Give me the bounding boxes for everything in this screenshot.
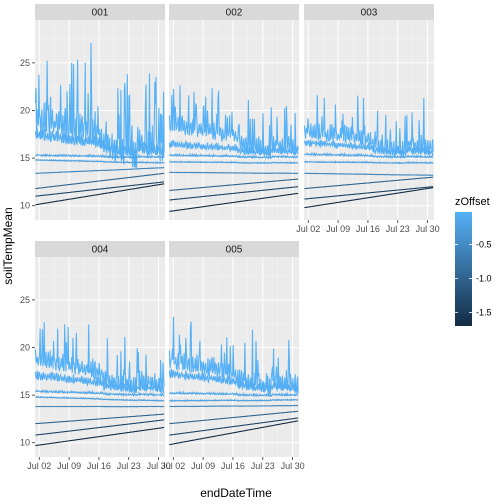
series-line — [35, 152, 165, 160]
series-line — [169, 178, 299, 192]
x-tick-label: Jul 23 — [251, 461, 275, 471]
color-legend: zOffset -0.5 -1.0 -1.5 — [455, 196, 492, 326]
x-tick-label: Jul 02 — [296, 224, 320, 234]
series-line — [35, 183, 165, 206]
series-line — [304, 186, 434, 200]
facet-strip-label: 003 — [361, 8, 378, 19]
y-tick-label: 25 — [20, 295, 30, 305]
legend-tick-label: -0.5 — [476, 240, 492, 250]
series-line — [169, 390, 299, 398]
series-line — [169, 192, 299, 212]
facet-panel-005: 005 Jul 02 Jul 09 Jul 16 Jul 23 Jul 30 — [161, 241, 305, 471]
y-axis-title: soilTempMean — [1, 207, 15, 284]
series-line — [35, 395, 165, 402]
y-tick-label: 10 — [20, 438, 30, 448]
facet-panel-001: 001 10 15 20 25 — [20, 4, 165, 220]
x-tick-label: Jul 16 — [87, 461, 111, 471]
series-line — [169, 152, 299, 160]
x-tick-label: Jul 09 — [326, 224, 350, 234]
series-line — [35, 166, 165, 174]
x-axis-title: endDateTime — [200, 486, 272, 500]
facet-strip — [304, 4, 434, 20]
x-tick-label: Jul 02 — [27, 461, 51, 471]
x-tick-label: Jul 16 — [356, 224, 380, 234]
series-line — [169, 420, 299, 446]
series-line — [169, 186, 299, 201]
x-tick-label: Jul 23 — [117, 461, 141, 471]
series-line — [35, 413, 165, 425]
x-tick-label: Jul 30 — [416, 224, 440, 234]
series-line — [303, 139, 434, 157]
series-line — [169, 160, 299, 165]
series-line — [304, 160, 434, 165]
x-tick-label: Jul 16 — [221, 461, 245, 471]
series-line — [34, 370, 165, 395]
x-tick-label: Jul 23 — [386, 224, 410, 234]
panel-background — [169, 257, 299, 457]
facet-panel-002: 002 — [168, 4, 299, 220]
series-line — [168, 85, 299, 157]
facet-strip-label: 005 — [226, 245, 243, 256]
series-line — [35, 181, 165, 197]
series-line — [169, 398, 299, 402]
series-line — [169, 410, 299, 425]
facet-panels: 001 10 15 20 25 002 003 Jul 02 Jul 09 Jul 16 Jul 2… — [20, 4, 440, 471]
series-line — [35, 172, 165, 190]
facet-strip-label: 001 — [92, 8, 109, 19]
facet-strip — [169, 4, 299, 20]
legend-title: zOffset — [455, 196, 490, 208]
series-line — [303, 95, 434, 159]
y-tick-label: 25 — [20, 58, 30, 68]
series-line — [168, 316, 299, 396]
y-tick-label: 15 — [20, 390, 30, 400]
series-line — [304, 187, 434, 209]
series-line — [35, 389, 165, 397]
facet-strip-label: 002 — [226, 8, 243, 19]
facet-strip — [169, 241, 299, 257]
series-line — [169, 171, 299, 174]
series-line — [168, 139, 299, 158]
series-line — [304, 151, 434, 159]
legend-tick-label: -1.0 — [476, 274, 492, 284]
x-tick-label: Jul 30 — [147, 461, 171, 471]
legend-colorbar — [455, 212, 472, 326]
x-tick-label: Jul 30 — [281, 461, 305, 471]
series-line — [169, 404, 299, 408]
series-line — [35, 419, 165, 436]
y-tick-label: 20 — [20, 105, 30, 115]
series-line — [35, 426, 165, 447]
series-line — [34, 128, 165, 157]
facet-strip-label: 004 — [92, 245, 109, 256]
series-line — [168, 368, 299, 394]
facet-strip — [35, 4, 165, 20]
y-tick-label: 15 — [20, 153, 30, 163]
facet-strip — [35, 241, 165, 257]
x-tick-label: Jul 02 — [161, 461, 185, 471]
legend-tick-label: -1.5 — [476, 307, 492, 317]
series-line — [169, 417, 299, 436]
facet-panel-004: 004 10 15 20 25 Jul 02 Jul 09 Jul 16 Jul 23 Jul 3… — [20, 241, 171, 471]
series-line — [35, 158, 165, 164]
x-tick-label: Jul 09 — [191, 461, 215, 471]
series-line — [304, 172, 434, 176]
x-tick-label: Jul 09 — [57, 461, 81, 471]
y-tick-label: 20 — [20, 342, 30, 352]
facet-panel-003: 003 Jul 02 Jul 09 Jul 16 Jul 23 Jul 30 — [296, 4, 440, 234]
series-line — [35, 405, 165, 408]
y-tick-label: 10 — [20, 201, 30, 211]
series-line — [304, 176, 434, 190]
